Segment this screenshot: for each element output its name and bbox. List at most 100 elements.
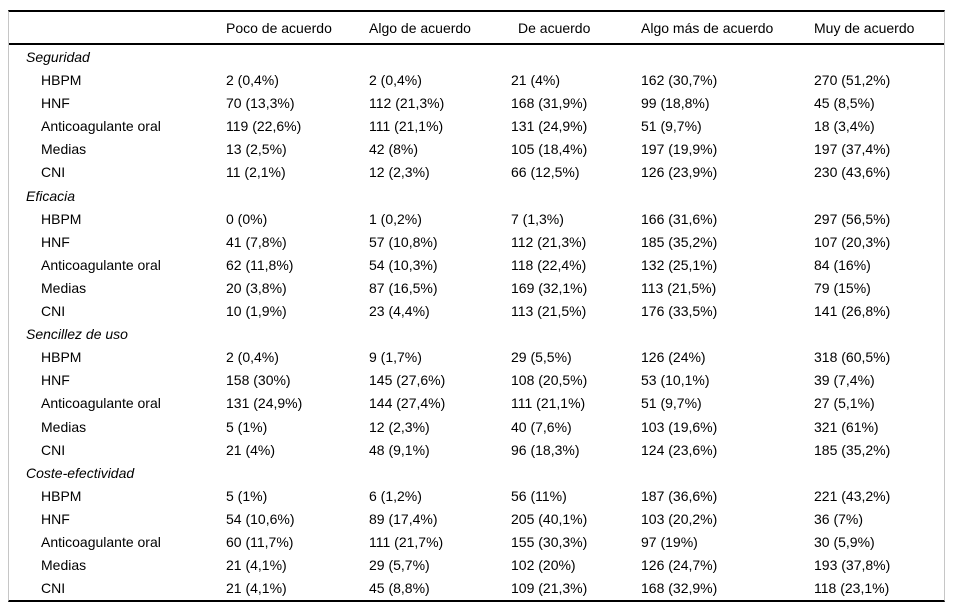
column-header-algo-de-acuerdo: Algo de acuerdo — [369, 12, 511, 45]
value-cell: 107 (20,3%) — [814, 233, 891, 250]
value-cell: 11 (2,1%) — [226, 164, 286, 181]
table-row-eficacia-hbpm: HBPM 0 (0%) 1 (0,2%) 7 (1,3%) 166 (31,6%) 297… — [9, 207, 944, 230]
row-label: CNI — [41, 580, 66, 597]
value-cell: 111 (21,1%) — [511, 395, 586, 412]
value-cell: 45 (8,8%) — [369, 580, 430, 597]
value-cell: 108 (20,5%) — [511, 372, 588, 389]
value-cell: 23 (4,4%) — [369, 303, 430, 320]
value-cell: 158 (30%) — [226, 372, 291, 389]
value-cell: 124 (23,6%) — [641, 441, 718, 458]
value-cell: 112 (21,3%) — [511, 233, 587, 250]
agreement-table: Poco de acuerdo Algo de acuerdo De acuer… — [9, 12, 944, 600]
column-header-empty — [9, 12, 226, 45]
value-cell: 197 (37,4%) — [814, 141, 891, 158]
header-row: Poco de acuerdo Algo de acuerdo De acuer… — [9, 12, 944, 45]
value-cell: 56 (11%) — [511, 487, 567, 504]
value-cell: 155 (30,3%) — [511, 533, 588, 550]
value-cell: 169 (32,1%) — [511, 279, 588, 296]
value-cell: 70 (13,3%) — [226, 95, 295, 112]
value-cell: 27 (5,1%) — [814, 395, 875, 412]
table-row-eficacia-cni: CNI 10 (1,9%) 23 (4,4%) 113 (21,5%) 176 (33,… — [9, 299, 944, 322]
value-cell: 185 (35,2%) — [641, 233, 718, 250]
table-row-sencillez-de-uso-medias: Medias 5 (1%) 12 (2,3%) 40 (7,6%) 103 (19,6%… — [9, 415, 944, 438]
table-row-eficacia-anticoagulante-oral: Anticoagulante oral 62 (11,8%) 54 (10,3%) 1… — [9, 253, 944, 276]
row-label: HNF — [41, 372, 70, 389]
section-label: Eficacia — [26, 187, 76, 204]
value-cell: 0 (0%) — [226, 210, 268, 227]
value-cell: 111 (21,1%) — [369, 118, 444, 135]
table-row-seguridad-hbpm: HBPM 2 (0,4%) 2 (0,4%) 21 (4%) 162 (30,7%) 27… — [9, 69, 944, 92]
value-cell: 126 (24,7%) — [641, 557, 718, 574]
row-label: Medias — [41, 279, 87, 296]
table-row-coste-efectividad-cni: CNI 21 (4,1%) 45 (8,8%) 109 (21,3%) 168 (32,… — [9, 577, 944, 600]
value-cell: 7 (1,3%) — [511, 210, 564, 227]
value-cell: 10 (1,9%) — [226, 303, 287, 320]
value-cell: 97 (19%) — [641, 533, 698, 550]
table-row-sencillez-de-uso-hnf: HNF 158 (30%) 145 (27,6%) 108 (20,5%) 53 (10… — [9, 369, 944, 392]
value-cell: 2 (0,4%) — [226, 72, 279, 89]
value-cell: 141 (26,8%) — [814, 303, 891, 320]
table-row-sencillez-de-uso-cni: CNI 21 (4%) 48 (9,1%) 96 (18,3%) 124 (23,6%)… — [9, 438, 944, 461]
value-cell: 103 (20,2%) — [641, 510, 718, 527]
value-cell: 54 (10,3%) — [369, 256, 438, 273]
value-cell: 131 (24,9%) — [226, 395, 303, 412]
value-cell: 185 (35,2%) — [814, 441, 891, 458]
value-cell: 66 (12,5%) — [511, 164, 580, 181]
value-cell: 318 (60,5%) — [814, 349, 891, 366]
row-label: HNF — [41, 510, 70, 527]
section-row-eficacia: Eficacia — [9, 184, 944, 207]
value-cell: 221 (43,2%) — [814, 487, 891, 504]
value-cell: 18 (3,4%) — [814, 118, 875, 135]
value-cell: 131 (24,9%) — [511, 118, 588, 135]
table-row-seguridad-cni: CNI 11 (2,1%) 12 (2,3%) 66 (12,5%) 126 (23,9… — [9, 161, 944, 184]
value-cell: 5 (1%) — [226, 487, 268, 504]
row-label: HBPM — [41, 487, 82, 504]
value-cell: 2 (0,4%) — [226, 349, 279, 366]
value-cell: 13 (2,5%) — [226, 141, 287, 158]
value-cell: 41 (7,8%) — [226, 233, 287, 250]
row-label: CNI — [41, 441, 66, 458]
table-row-coste-efectividad-hnf: HNF 54 (10,6%) 89 (17,4%) 205 (40,1%) 103 (2… — [9, 507, 944, 530]
table-row-seguridad-medias: Medias 13 (2,5%) 42 (8%) 105 (18,4%) 197 (19… — [9, 138, 944, 161]
section-row-sencillez-de-uso: Sencillez de uso — [9, 323, 944, 346]
value-cell: 21 (4%) — [511, 72, 561, 89]
value-cell: 132 (25,1%) — [641, 256, 718, 273]
value-cell: 51 (9,7%) — [641, 395, 702, 412]
value-cell: 126 (24%) — [641, 349, 706, 366]
table-row-coste-efectividad-anticoagulante-oral: Anticoagulante oral 60 (11,7%) 111 (21,7%)… — [9, 530, 944, 553]
value-cell: 1 (0,2%) — [369, 210, 422, 227]
value-cell: 321 (61%) — [814, 418, 879, 435]
table-header: Poco de acuerdo Algo de acuerdo De acuer… — [9, 12, 944, 45]
value-cell: 5 (1%) — [226, 418, 268, 435]
value-cell: 21 (4%) — [226, 441, 276, 458]
column-header-muy-de-acuerdo: Muy de acuerdo — [814, 12, 944, 45]
value-cell: 12 (2,3%) — [369, 418, 430, 435]
row-label: Medias — [41, 418, 87, 435]
section-label: Sencillez de uso — [26, 326, 128, 343]
value-cell: 105 (18,4%) — [511, 141, 588, 158]
value-cell: 29 (5,7%) — [369, 557, 430, 574]
row-label: HBPM — [41, 349, 82, 366]
value-cell: 12 (2,3%) — [369, 164, 430, 181]
value-cell: 79 (15%) — [814, 279, 871, 296]
row-label: HNF — [41, 95, 70, 112]
column-header-algo-mas-de-acuerdo: Algo más de acuerdo — [641, 12, 814, 45]
value-cell: 270 (51,2%) — [814, 72, 891, 89]
row-label: Anticoagulante oral — [41, 256, 161, 273]
value-cell: 118 (22,4%) — [511, 256, 587, 273]
table-row-seguridad-hnf: HNF 70 (13,3%) 112 (21,3%) 168 (31,9%) 99 (1… — [9, 92, 944, 115]
row-label: Anticoagulante oral — [41, 395, 161, 412]
value-cell: 205 (40,1%) — [511, 510, 588, 527]
section-row-seguridad: Seguridad — [9, 44, 944, 69]
value-cell: 193 (37,8%) — [814, 557, 891, 574]
value-cell: 145 (27,6%) — [369, 372, 446, 389]
value-cell: 21 (4,1%) — [226, 557, 287, 574]
value-cell: 99 (18,8%) — [641, 95, 710, 112]
value-cell: 62 (11,8%) — [226, 256, 294, 273]
section-label: Seguridad — [26, 48, 90, 65]
value-cell: 42 (8%) — [369, 141, 419, 158]
column-header-poco-de-acuerdo: Poco de acuerdo — [226, 12, 369, 45]
row-label: Medias — [41, 141, 87, 158]
row-label: Medias — [41, 557, 87, 574]
value-cell: 113 (21,5%) — [511, 303, 587, 320]
